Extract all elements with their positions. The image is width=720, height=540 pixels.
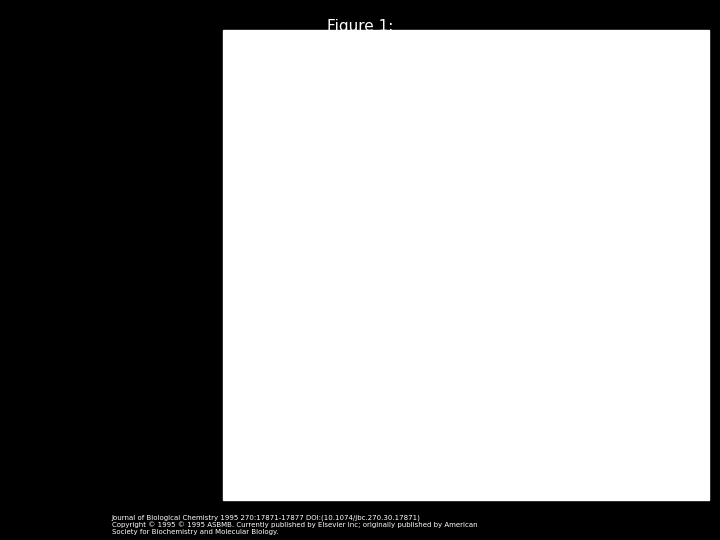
Text: B.: B.	[671, 273, 683, 286]
Text: Ca: Ca	[389, 505, 403, 516]
Bar	[350, 411, 366, 448]
Bar	[560, 422, 577, 448]
Text: Xa: Xa	[351, 471, 365, 482]
Bar	[485, 341, 501, 448]
Text: Va: Va	[428, 471, 440, 482]
Bar	[333, 242, 350, 260]
Text: Journal of Biological Chemistry 1995 270:17871-17877 DOI:(10.1074/jbc.270.30.178: Journal of Biological Chemistry 1995 270…	[112, 514, 420, 521]
Bar	[636, 248, 652, 260]
Text: BSA: BSA	[272, 471, 293, 482]
Bar	[409, 408, 426, 448]
Bar	[291, 248, 307, 260]
Bar	[350, 255, 366, 260]
Bar	[669, 245, 685, 260]
Text: XaVa: XaVa	[572, 471, 598, 482]
Bar	[409, 239, 426, 260]
Bar	[274, 256, 291, 260]
Bar	[518, 431, 534, 448]
Bar	[426, 408, 442, 448]
Bar	[501, 251, 518, 260]
Bar	[442, 408, 459, 448]
Bar	[426, 254, 442, 260]
Bar	[593, 422, 610, 448]
Bar	[366, 431, 383, 448]
Bar	[485, 75, 501, 260]
Bar	[258, 422, 274, 448]
Bar	[274, 427, 291, 448]
Bar	[501, 411, 518, 448]
Bar	[291, 422, 307, 448]
Bar	[442, 234, 459, 260]
Bar	[577, 256, 593, 260]
Bar	[366, 236, 383, 260]
Bar	[652, 257, 669, 260]
Bar	[518, 241, 534, 260]
Text: A: A	[675, 55, 683, 68]
Bar	[333, 281, 350, 448]
Text: Society for Biochemistry and Molecular Biology.: Society for Biochemistry and Molecular B…	[112, 529, 278, 535]
Bar	[652, 417, 669, 448]
Bar	[669, 422, 685, 448]
Text: Copyright © 1995 © 1995 ASBMB. Currently published by Elsevier Inc; originally p: Copyright © 1995 © 1995 ASBMB. Currently…	[112, 522, 477, 528]
Bar	[258, 250, 274, 260]
Bar	[577, 430, 593, 448]
Bar	[593, 239, 610, 260]
Text: EDTA: EDTA	[608, 505, 637, 516]
Text: XaVa: XaVa	[496, 471, 523, 482]
Text: BSA: BSA	[650, 471, 671, 482]
Bar	[560, 242, 577, 260]
Legend: PCPS, PC, MeOH: PCPS, PC, MeOH	[246, 51, 311, 96]
Text: Figure 1:: Figure 1:	[327, 19, 393, 34]
Bar	[636, 404, 652, 448]
Text: Plasminogen Bound (CPM): Plasminogen Bound (CPM)	[193, 171, 203, 318]
